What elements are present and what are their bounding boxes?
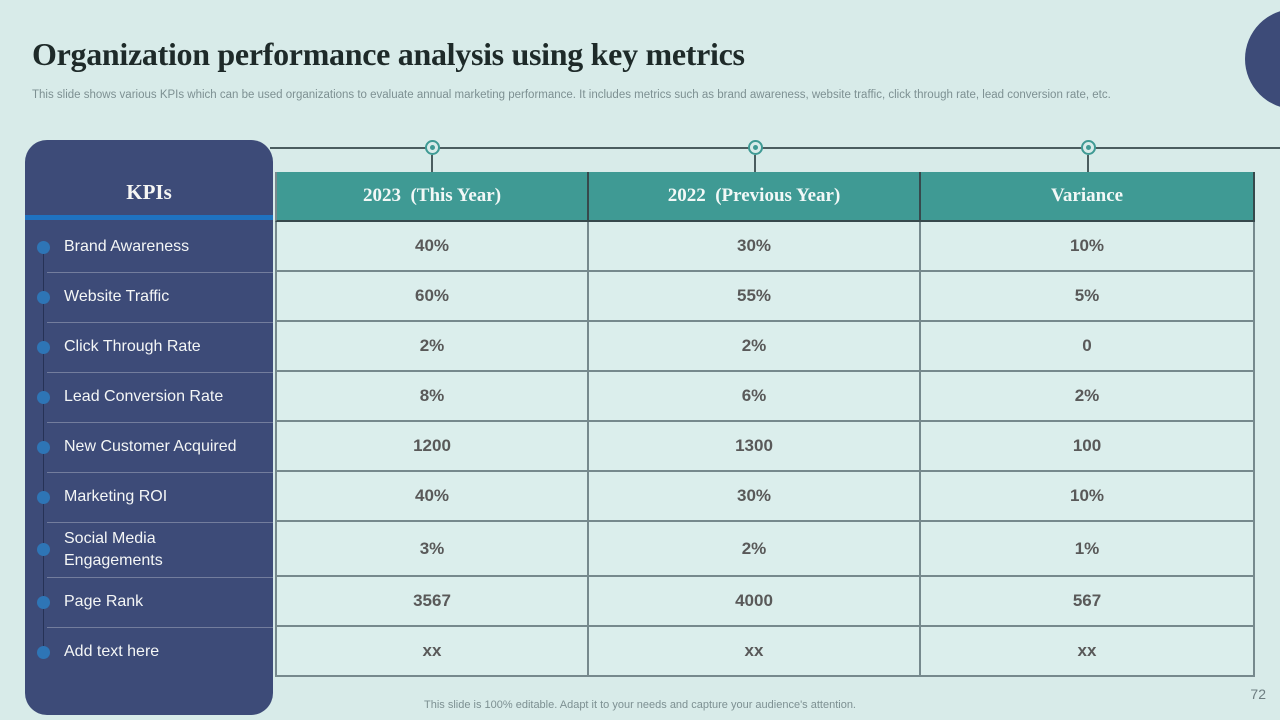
kpi-label: Add text here — [64, 643, 160, 661]
table-cell: 100 — [921, 422, 1255, 472]
bullet-icon — [37, 645, 50, 659]
bullet-icon — [37, 290, 50, 304]
table-cell: 2% — [921, 372, 1255, 422]
table-cell: xx — [921, 627, 1255, 677]
table-cell: xx — [275, 627, 589, 677]
page-number: 72 — [1250, 686, 1266, 702]
kpi-label: Page Rank — [64, 593, 144, 611]
kpi-table: 2023 (This Year) 2022 (Previous Year) Vari… — [275, 172, 1255, 677]
table-cell: 10% — [921, 472, 1255, 522]
bullet-icon — [37, 390, 50, 404]
kpi-label: Click Through Rate — [64, 338, 201, 356]
kpi-row-new-customer-acquired: New Customer Acquired — [25, 422, 273, 472]
kpi-label: Lead Conversion Rate — [64, 388, 224, 406]
table-cell: 1300 — [589, 422, 921, 472]
table-cell: 1% — [921, 522, 1255, 577]
column-header: 2022 (Previous Year) — [589, 172, 921, 222]
kpi-list: Brand Awareness Website Traffic Click Thro… — [25, 222, 273, 677]
table-cell: 1200 — [275, 422, 589, 472]
table-cell: 8% — [275, 372, 589, 422]
table-cell: 3567 — [275, 577, 589, 627]
kpi-row-lead-conversion-rate: Lead Conversion Rate — [25, 372, 273, 422]
bullet-icon — [37, 543, 50, 556]
kpi-row-marketing-roi: Marketing ROI — [25, 472, 273, 522]
table-cell: 567 — [921, 577, 1255, 627]
bullet-icon — [37, 595, 50, 609]
table-cell: 40% — [275, 472, 589, 522]
kpi-row-page-rank: Page Rank — [25, 577, 273, 627]
footer-note: This slide is 100% editable. Adapt it to… — [424, 699, 856, 711]
table-cell: xx — [589, 627, 921, 677]
table-cell: 30% — [589, 222, 921, 272]
marker-connector — [1087, 155, 1089, 172]
kpi-label: Website Traffic — [64, 288, 170, 306]
table-cell: 4000 — [589, 577, 921, 627]
table-cell: 60% — [275, 272, 589, 322]
column-header: 2023 (This Year) — [275, 172, 589, 222]
table-cell: 3% — [275, 522, 589, 577]
slide-subtitle: This slide shows various KPIs which can … — [32, 89, 1111, 101]
timeline-marker-icon — [425, 140, 440, 155]
table-cell: 5% — [921, 272, 1255, 322]
timeline-line — [270, 147, 1280, 149]
table-cell: 0 — [921, 322, 1255, 372]
kpi-row-add-text-here: Add text here — [25, 627, 273, 677]
kpi-label: New Customer Acquired — [64, 438, 237, 456]
bullet-icon — [37, 490, 50, 504]
table-cell: 55% — [589, 272, 921, 322]
table-cell: 40% — [275, 222, 589, 272]
table-cell: 2% — [589, 522, 921, 577]
kpi-column-header: KPIs — [126, 180, 172, 204]
kpi-sidebar-panel: KPIs Brand Awareness Website Traffic Click… — [25, 140, 273, 715]
kpi-header-wrap: KPIs — [25, 140, 273, 222]
kpi-label: Brand Awareness — [64, 238, 190, 256]
table-cell: 30% — [589, 472, 921, 522]
bullet-icon — [37, 340, 50, 354]
corner-circle-decoration — [1245, 9, 1280, 109]
timeline-marker-icon — [748, 140, 763, 155]
page-title: Organization performance analysis using … — [32, 36, 745, 72]
timeline-marker-icon — [1081, 140, 1096, 155]
column-header: Variance — [921, 172, 1255, 222]
kpi-row-click-through-rate: Click Through Rate — [25, 322, 273, 372]
kpi-label: Marketing ROI — [64, 488, 168, 506]
bullet-icon — [37, 240, 50, 254]
table-cell: 2% — [275, 322, 589, 372]
kpi-accent-line — [25, 215, 273, 220]
kpi-row-brand-awareness: Brand Awareness — [25, 222, 273, 272]
kpi-label: Social Media Engagements — [64, 529, 163, 569]
table-cell: 2% — [589, 322, 921, 372]
table-cell: 10% — [921, 222, 1255, 272]
table-cell: 6% — [589, 372, 921, 422]
bullet-icon — [37, 440, 50, 454]
marker-connector — [754, 155, 756, 172]
marker-connector — [431, 155, 433, 172]
kpi-row-social-media-engagements: Social Media Engagements — [25, 522, 273, 577]
kpi-row-website-traffic: Website Traffic — [25, 272, 273, 322]
